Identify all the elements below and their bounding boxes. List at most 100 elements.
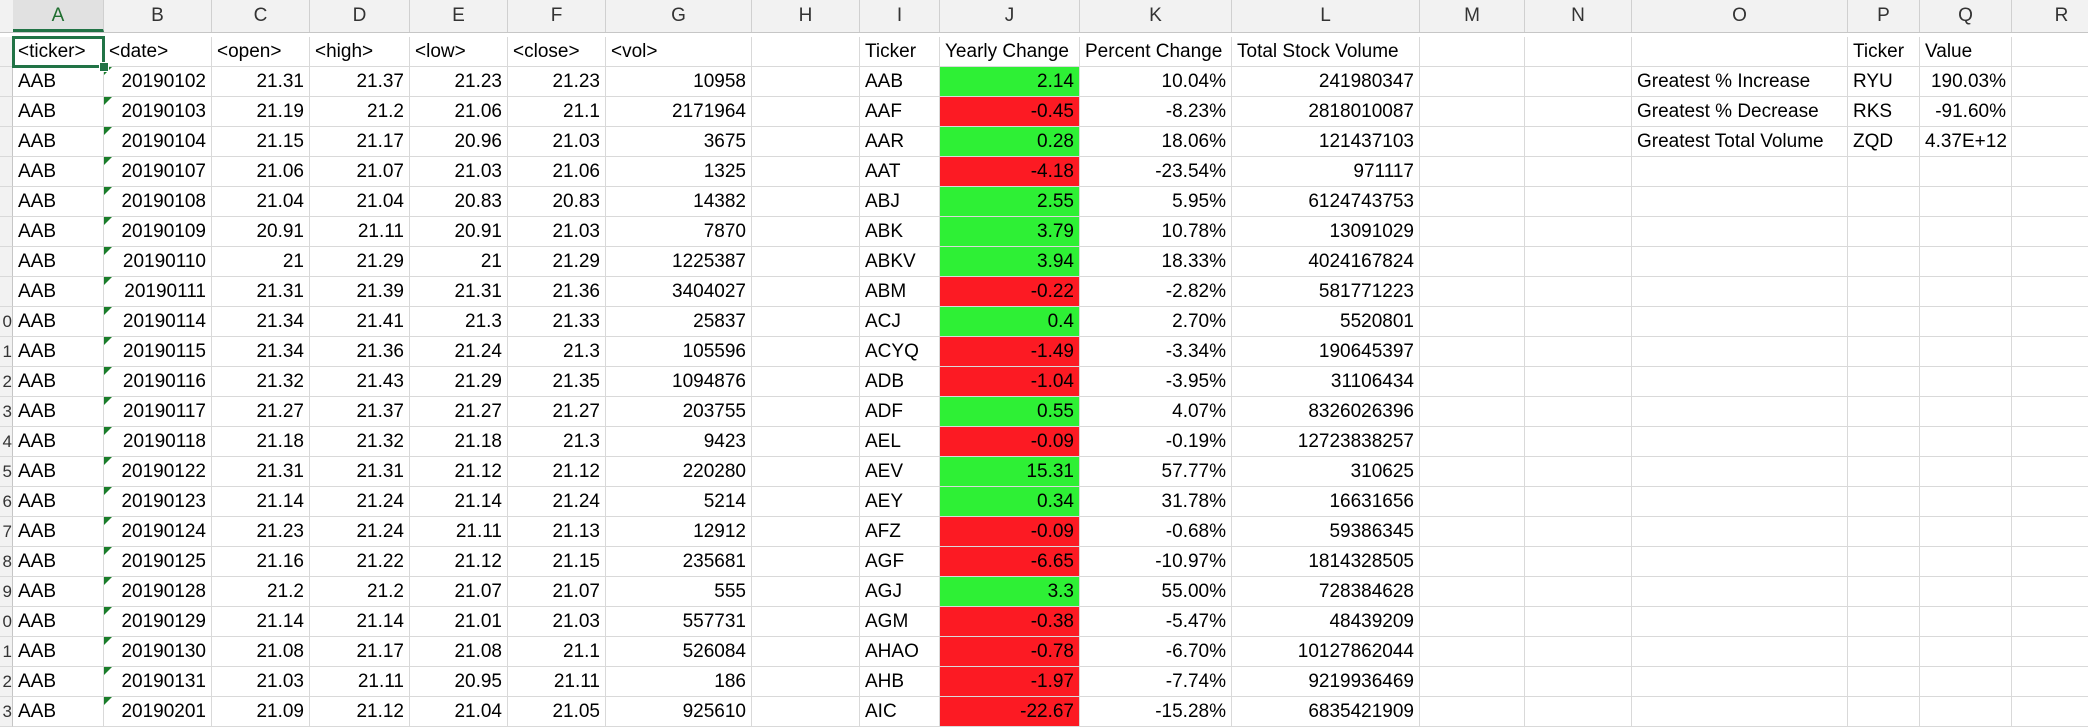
empty-cell[interactable] [1632,307,1848,337]
stock-value-cell[interactable]: 21.34 [212,337,310,367]
column-header-p[interactable]: P [1848,0,1920,32]
row-header[interactable]: 8 [0,547,13,577]
stock-header-cell[interactable]: <date> [104,37,212,67]
stock-value-cell[interactable]: 14382 [606,187,752,217]
column-header-h[interactable]: H [752,0,860,32]
yearly-change-cell[interactable]: 2.14 [940,67,1080,97]
stock-value-cell[interactable]: 21.07 [410,577,508,607]
column-header-l[interactable]: L [1232,0,1420,32]
empty-cell[interactable] [752,667,860,697]
stock-header-cell[interactable]: <high> [310,37,410,67]
percent-change-cell[interactable]: -6.70% [1080,637,1232,667]
stock-value-cell[interactable]: 21.31 [212,277,310,307]
stock-value-cell[interactable]: 21.3 [410,307,508,337]
stock-value-cell[interactable]: 21.14 [212,607,310,637]
ticker-cell[interactable]: AAB [13,127,104,157]
date-cell[interactable]: 20190117 [104,397,212,427]
total-volume-cell[interactable]: 8326026396 [1232,397,1420,427]
stock-value-cell[interactable]: 557731 [606,607,752,637]
date-cell[interactable]: 20190114 [104,307,212,337]
stock-value-cell[interactable]: 21.18 [410,427,508,457]
empty-cell[interactable] [1920,457,2012,487]
empty-cell[interactable] [1920,577,2012,607]
summary-header-cell[interactable]: Percent Change [1080,37,1232,67]
empty-cell[interactable] [1420,37,1525,67]
empty-cell[interactable] [2012,247,2088,277]
empty-cell[interactable] [1420,247,1525,277]
empty-cell[interactable] [1632,697,1848,727]
row-header[interactable]: 5 [0,457,13,487]
ticker-cell[interactable]: AAB [13,487,104,517]
yearly-change-cell[interactable]: -6.65 [940,547,1080,577]
greatest-value-cell[interactable]: 190.03% [1920,67,2012,97]
yearly-change-cell[interactable]: -4.18 [940,157,1080,187]
empty-cell[interactable] [1920,397,2012,427]
yearly-change-cell[interactable]: -0.45 [940,97,1080,127]
empty-cell[interactable] [752,697,860,727]
empty-cell[interactable] [1848,427,1920,457]
stock-value-cell[interactable]: 105596 [606,337,752,367]
stock-value-cell[interactable]: 21.03 [212,667,310,697]
empty-cell[interactable] [1632,277,1848,307]
stock-value-cell[interactable]: 7870 [606,217,752,247]
stock-value-cell[interactable]: 21.41 [310,307,410,337]
empty-cell[interactable] [1420,97,1525,127]
stock-value-cell[interactable]: 21.17 [310,637,410,667]
stock-value-cell[interactable]: 21 [212,247,310,277]
stock-value-cell[interactable]: 21.32 [212,367,310,397]
yearly-change-cell[interactable]: 3.94 [940,247,1080,277]
percent-change-cell[interactable]: -0.68% [1080,517,1232,547]
empty-cell[interactable] [1632,187,1848,217]
total-volume-cell[interactable]: 6124743753 [1232,187,1420,217]
empty-cell[interactable] [2012,667,2088,697]
total-volume-cell[interactable]: 12723838257 [1232,427,1420,457]
column-header-j[interactable]: J [940,0,1080,32]
greatest-ticker-cell[interactable]: ZQD [1848,127,1920,157]
stock-value-cell[interactable]: 21.1 [508,637,606,667]
empty-cell[interactable] [752,607,860,637]
date-cell[interactable]: 20190124 [104,517,212,547]
stock-value-cell[interactable]: 21.31 [212,67,310,97]
empty-cell[interactable] [2012,547,2088,577]
empty-cell[interactable] [1920,667,2012,697]
empty-cell[interactable] [1632,457,1848,487]
total-volume-cell[interactable]: 190645397 [1232,337,1420,367]
yearly-change-cell[interactable]: -0.09 [940,427,1080,457]
percent-change-cell[interactable]: 55.00% [1080,577,1232,607]
column-header-d[interactable]: D [310,0,410,32]
stock-value-cell[interactable]: 526084 [606,637,752,667]
empty-cell[interactable] [1848,337,1920,367]
empty-cell[interactable] [1420,397,1525,427]
empty-cell[interactable] [752,427,860,457]
stock-value-cell[interactable]: 21.12 [410,547,508,577]
yearly-change-cell[interactable]: 2.55 [940,187,1080,217]
stock-value-cell[interactable]: 21.07 [310,157,410,187]
empty-cell[interactable] [1632,427,1848,457]
ticker-cell[interactable]: AAB [13,577,104,607]
stock-value-cell[interactable]: 21.04 [212,187,310,217]
ticker-cell[interactable]: AAB [13,697,104,727]
percent-change-cell[interactable]: -5.47% [1080,607,1232,637]
date-cell[interactable]: 20190201 [104,697,212,727]
stock-value-cell[interactable]: 21.03 [508,127,606,157]
percent-change-cell[interactable]: -10.97% [1080,547,1232,577]
stock-value-cell[interactable]: 21.23 [212,517,310,547]
yearly-change-cell[interactable]: -1.97 [940,667,1080,697]
ticker-cell[interactable]: AAB [13,637,104,667]
empty-cell[interactable] [1920,217,2012,247]
summary-ticker-cell[interactable]: ADF [860,397,940,427]
empty-cell[interactable] [1920,187,2012,217]
ticker-cell[interactable]: AAB [13,337,104,367]
stock-value-cell[interactable]: 21.36 [508,277,606,307]
yearly-change-cell[interactable]: -1.04 [940,367,1080,397]
empty-cell[interactable] [752,277,860,307]
empty-cell[interactable] [1420,547,1525,577]
percent-change-cell[interactable]: -0.19% [1080,427,1232,457]
percent-change-cell[interactable]: -2.82% [1080,277,1232,307]
empty-cell[interactable] [1848,637,1920,667]
column-header-o[interactable]: O [1632,0,1848,32]
empty-cell[interactable] [1420,217,1525,247]
row-header[interactable] [0,157,13,187]
stock-value-cell[interactable]: 20.83 [508,187,606,217]
empty-cell[interactable] [1420,277,1525,307]
